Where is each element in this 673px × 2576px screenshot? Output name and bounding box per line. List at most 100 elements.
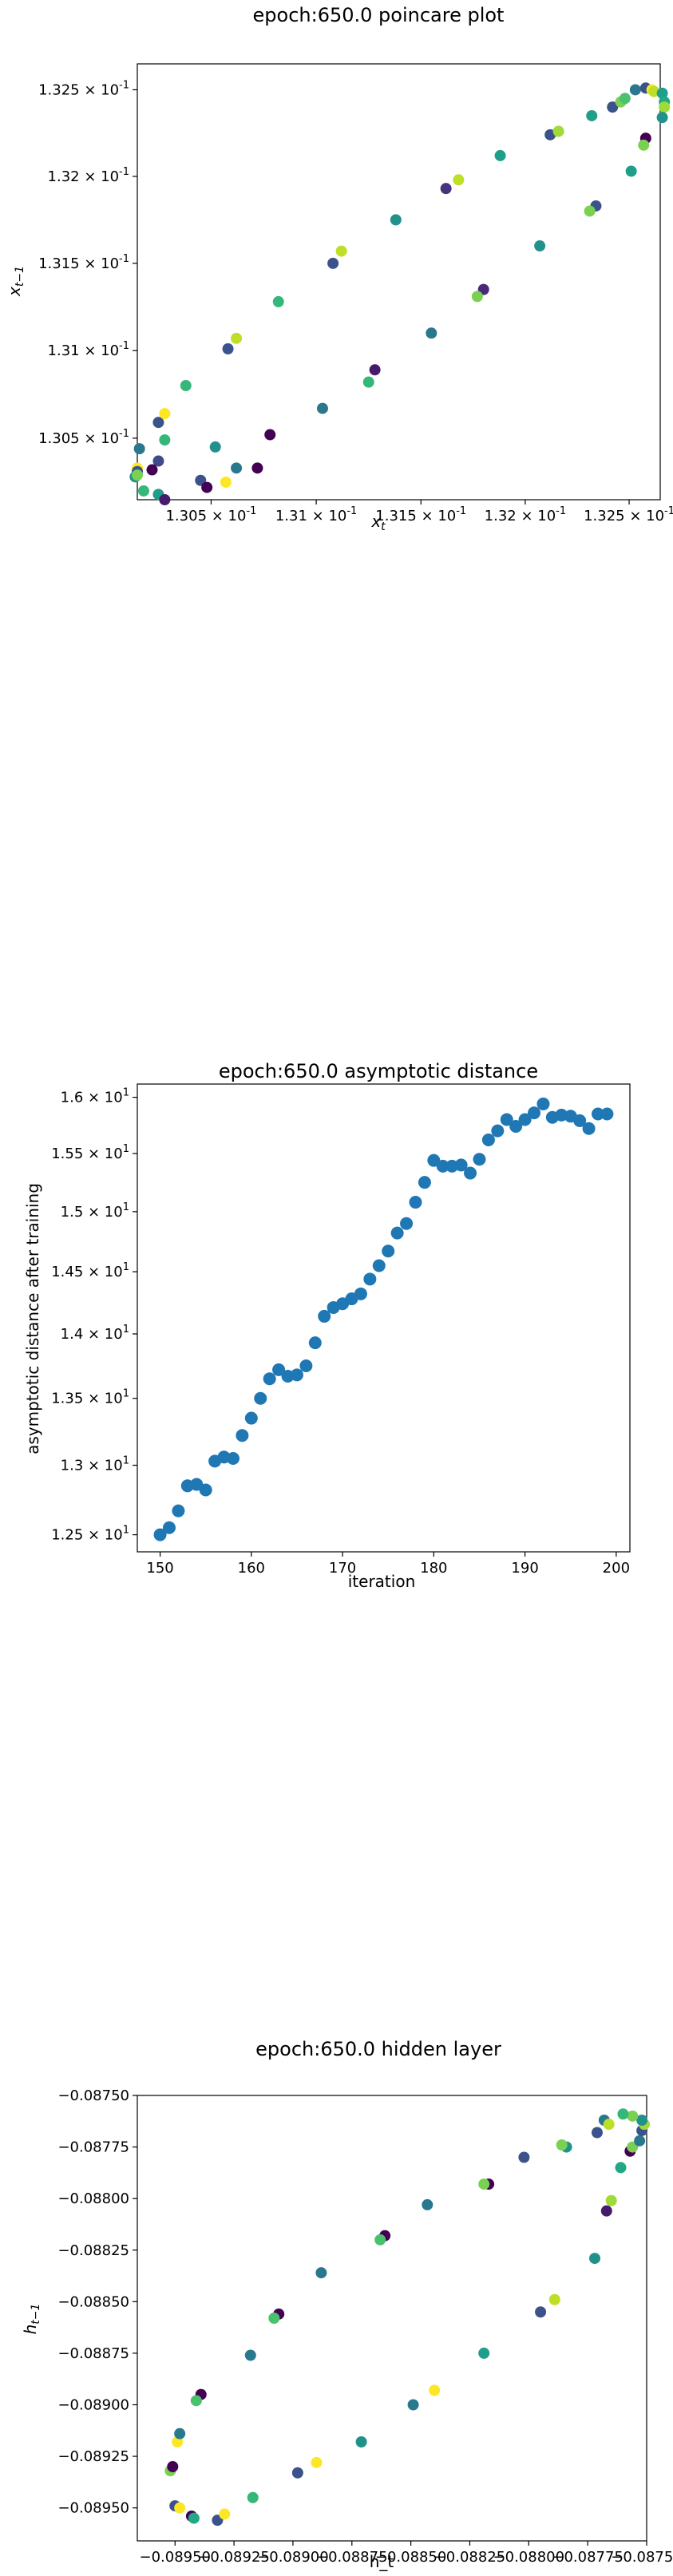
x-tick-label: 150 (146, 1560, 173, 1577)
y-tick-label: −0.08925 (57, 2448, 129, 2465)
asymptotic-distance-svg: epoch:650.0 asymptotic distance 150 160 17… (23, 1060, 631, 1591)
data-point (247, 2491, 259, 2503)
data-point (629, 84, 641, 96)
data-point (146, 464, 158, 476)
data-point (491, 1124, 505, 1138)
data-point (290, 1368, 303, 1382)
data-point (152, 455, 164, 467)
hidden-layer-chart: epoch:650.0 hidden layer −0.08950 −0.0892… (0, 2028, 673, 2573)
data-point (582, 1122, 596, 1135)
data-point (656, 112, 668, 124)
data-point (573, 1114, 587, 1127)
x-tick-label: −0.08750 (611, 2549, 673, 2566)
data-point (390, 1226, 404, 1240)
data-point (528, 1106, 541, 1120)
data-point (174, 2428, 186, 2439)
data-point (219, 2508, 231, 2520)
data-point (426, 327, 437, 339)
data-point (244, 1411, 258, 1425)
y-tick-label: −0.08850 (57, 2293, 129, 2310)
data-point (536, 1097, 550, 1110)
x-tick-label: 180 (420, 1560, 447, 1577)
y-tick-label: 1.4 × 101 (61, 1324, 129, 1343)
y-tick-label: −0.08875 (57, 2345, 129, 2362)
y-tick-label: 1.32 × 10-1 (48, 166, 129, 185)
data-point (589, 2253, 601, 2265)
data-point (190, 2395, 202, 2407)
x-tick-label: −0.08950 (139, 2549, 211, 2566)
x-tick-label: 1.32 × 10-1 (485, 505, 566, 524)
data-point (231, 332, 243, 344)
plot-frame (137, 1083, 631, 1553)
data-point (509, 1119, 523, 1133)
y-tick-label: 1.6 × 101 (61, 1087, 129, 1106)
data-point (220, 476, 232, 488)
data-point (311, 2456, 323, 2468)
data-point (625, 165, 637, 177)
data-point (407, 2399, 419, 2411)
data-point (244, 2349, 256, 2361)
data-point (133, 443, 145, 455)
data-point (600, 2205, 612, 2217)
data-point (600, 1107, 614, 1121)
x-tick-label: 1.325 × 10-1 (584, 505, 673, 524)
data-point (162, 1521, 176, 1534)
data-point (400, 1217, 414, 1230)
data-point (263, 1372, 276, 1386)
data-point (591, 2127, 603, 2139)
data-point (605, 2194, 617, 2206)
data-point (592, 1107, 605, 1121)
data-point (369, 364, 381, 376)
data-point (648, 85, 660, 97)
data-point (199, 1483, 212, 1497)
plot-frame (137, 2095, 647, 2542)
data-point (518, 1113, 532, 1126)
data-point (354, 1287, 367, 1300)
x-tick-label: 200 (603, 1560, 630, 1577)
data-point (180, 380, 192, 392)
data-point (619, 93, 631, 105)
data-point (315, 2267, 327, 2279)
data-point (481, 1133, 495, 1146)
y-tick-label: 1.315 × 10-1 (38, 253, 129, 272)
data-point (327, 257, 339, 269)
data-point (362, 376, 374, 388)
data-point (534, 240, 546, 252)
data-point (627, 2110, 639, 2122)
data-point (231, 462, 243, 474)
x-tick-label: −0.08825 (434, 2549, 506, 2566)
data-point (603, 2119, 615, 2131)
poincare-plot-svg: epoch:650.0 poincare plot 1.305 × 10-1 1.… (5, 4, 673, 533)
y-tick-label: 1.5 × 101 (61, 1201, 129, 1221)
data-point (254, 1391, 267, 1405)
data-point (172, 1504, 185, 1518)
data-point (374, 2234, 386, 2246)
data-point (209, 441, 221, 453)
y-axis-label: asymptotic distance after training (23, 1183, 42, 1454)
data-point (159, 494, 171, 505)
data-point (453, 174, 465, 186)
data-point (372, 1259, 386, 1272)
data-point (617, 2108, 629, 2120)
chart-title: epoch:650.0 poincare plot (253, 4, 505, 26)
data-point (363, 1272, 377, 1286)
data-point (251, 462, 263, 474)
data-point (201, 481, 213, 493)
data-point (638, 139, 650, 151)
data-point (552, 125, 564, 137)
x-tick-label: 170 (329, 1560, 356, 1577)
poincare-chart: epoch:650.0 poincare plot 1.305 × 10-1 1.… (0, 0, 673, 575)
x-tick-label: −0.08800 (493, 2549, 565, 2566)
y-tick-label: 1.3 × 101 (61, 1455, 129, 1474)
data-point (226, 1451, 240, 1465)
y-tick-label: 1.25 × 101 (51, 1525, 129, 1544)
data-point (236, 1429, 249, 1442)
data-point (418, 1176, 431, 1189)
x-tick-label: 1.31 × 10-1 (275, 505, 357, 524)
data-point (390, 214, 402, 226)
data-point (264, 429, 276, 441)
x-tick-label: 1.305 × 10-1 (165, 505, 256, 524)
data-point (299, 1359, 313, 1373)
data-point (548, 2293, 560, 2305)
y-axis-label: ht−1 (21, 2304, 42, 2335)
